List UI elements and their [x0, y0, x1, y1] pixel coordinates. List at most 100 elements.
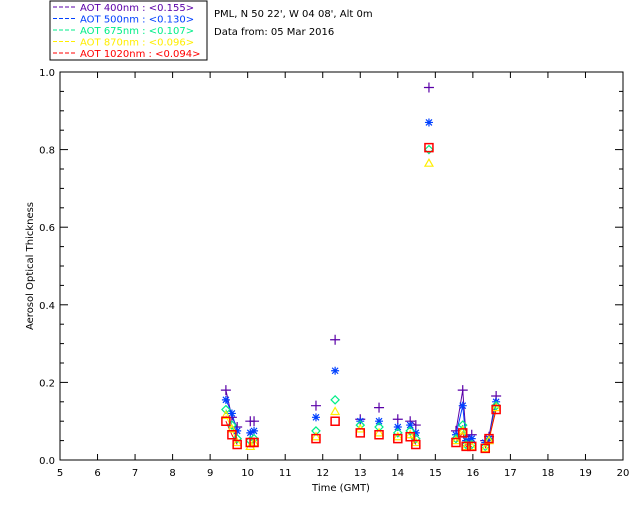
square-marker [249, 437, 259, 448]
square-marker [227, 430, 237, 440]
x-tick-label: 15 [429, 468, 442, 479]
x-axis-label: Time (GMT) [311, 483, 370, 494]
x-tick-label: 16 [466, 468, 479, 479]
diamond-marker [221, 404, 231, 415]
plus-marker [220, 385, 231, 396]
square-marker [484, 433, 494, 444]
diamond-marker [392, 427, 403, 438]
plus-marker [457, 385, 468, 396]
x-tick-label: 11 [279, 468, 292, 479]
asterisk-marker [467, 434, 476, 443]
triangle-marker [373, 427, 385, 437]
triangle-marker [392, 431, 403, 441]
asterisk-marker [485, 434, 494, 443]
x-tick-label: 7 [132, 468, 138, 479]
triangle-marker [483, 435, 495, 445]
y-axis-label: Aerosol Optical Thickness [25, 202, 36, 330]
diamond-marker [424, 144, 434, 155]
asterisk-marker [331, 366, 340, 375]
x-tick-label: 8 [169, 468, 175, 479]
y-tick-label: 0.6 [39, 223, 55, 234]
series-line-segment [409, 420, 417, 426]
diamond-marker [232, 433, 243, 444]
square-marker [451, 437, 461, 448]
square-marker [393, 433, 403, 444]
legend-label: AOT 870nm : <0.096> [80, 38, 194, 49]
square-marker [480, 443, 491, 454]
legend-label: AOT 400nm : <0.155> [80, 3, 194, 14]
site-label: PML, N 50 22', W 04 08', Alt 0m [214, 9, 373, 20]
square-marker [232, 439, 242, 450]
x-tick-label: 5 [57, 468, 63, 479]
x-tick-label: 6 [94, 468, 100, 479]
series-line-segment [231, 413, 238, 432]
y-tick-label: 0.4 [39, 301, 55, 312]
square-marker [355, 428, 366, 438]
series-line-segment [455, 405, 464, 435]
x-tick-label: 17 [504, 468, 517, 479]
plus-marker [330, 334, 341, 345]
square-marker [491, 404, 501, 415]
plus-marker [423, 82, 434, 93]
plus-marker [392, 414, 403, 425]
triangle-marker [226, 423, 237, 433]
asterisk-marker [458, 401, 467, 410]
asterisk-marker [411, 428, 420, 437]
square-marker [424, 142, 434, 153]
series-line-segment [225, 399, 233, 414]
square-marker [311, 433, 321, 444]
asterisk-marker [246, 428, 255, 437]
y-tick-label: 0.8 [39, 146, 55, 157]
asterisk-marker [227, 409, 236, 418]
triangle-marker [450, 435, 462, 445]
triangle-marker [330, 406, 341, 416]
triangle-marker [410, 437, 421, 447]
triangle-marker [405, 429, 416, 439]
triangle-marker [491, 402, 502, 412]
x-tick-label: 20 [617, 468, 630, 479]
asterisk-marker [311, 413, 320, 422]
legend-label: AOT 675nm : <0.107> [80, 26, 194, 37]
square-marker [411, 439, 421, 450]
date-label: Data from: 05 Mar 2016 [214, 27, 334, 38]
square-marker [374, 430, 384, 440]
triangle-marker [232, 437, 243, 447]
x-tick-label: 18 [542, 468, 555, 479]
diamond-marker [405, 426, 416, 436]
asterisk-marker [221, 395, 230, 404]
series-line-segment [488, 409, 497, 439]
legend-label: AOT 1020nm : <0.094> [80, 49, 200, 60]
asterisk-marker [393, 423, 402, 432]
y-tick-label: 0.0 [39, 456, 55, 467]
x-tick-label: 19 [579, 468, 592, 479]
diamond-marker [330, 395, 340, 405]
triangle-marker [423, 157, 434, 167]
asterisk-marker [375, 417, 384, 426]
y-tick-label: 1.0 [39, 68, 55, 79]
square-marker [221, 416, 231, 426]
x-tick-label: 14 [391, 468, 404, 479]
triangle-marker [457, 425, 468, 435]
y-tick-label: 0.2 [39, 378, 55, 389]
triangle-marker [480, 443, 491, 452]
x-tick-label: 10 [241, 468, 254, 479]
square-marker [466, 441, 477, 452]
asterisk-marker [250, 426, 259, 435]
square-marker [330, 416, 340, 426]
asterisk-marker [406, 421, 415, 430]
legend-box [49, 0, 208, 61]
legend: AOT 400nm : <0.155>AOT 500nm : <0.130>AO… [49, 0, 208, 61]
x-tick-label: 9 [207, 468, 213, 479]
series-line-segment [455, 390, 464, 431]
x-tick-label: 12 [316, 468, 329, 479]
triangle-marker [310, 431, 322, 441]
plot-frame [59, 71, 624, 461]
x-tick-label: 13 [354, 468, 367, 479]
diamond-marker [491, 400, 501, 411]
asterisk-marker [424, 118, 433, 127]
plus-marker [374, 402, 385, 413]
plus-marker [249, 416, 260, 427]
asterisk-marker [233, 426, 242, 435]
